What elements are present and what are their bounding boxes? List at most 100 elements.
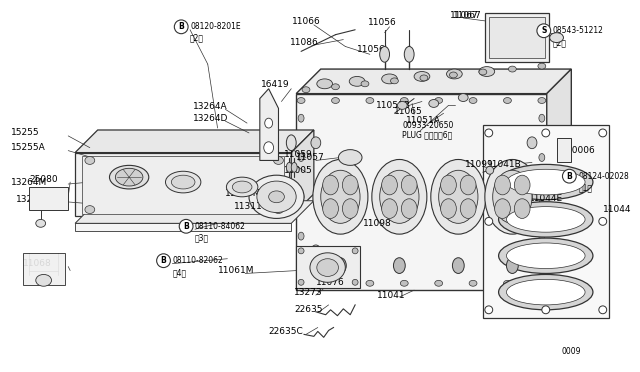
Text: 08120-8201E: 08120-8201E bbox=[190, 22, 241, 31]
Ellipse shape bbox=[599, 129, 607, 137]
Text: 11059: 11059 bbox=[284, 150, 313, 159]
Circle shape bbox=[537, 24, 550, 38]
Ellipse shape bbox=[286, 135, 296, 151]
Ellipse shape bbox=[372, 160, 427, 234]
Ellipse shape bbox=[429, 100, 438, 108]
Ellipse shape bbox=[390, 78, 398, 84]
Text: 00933-20650: 00933-20650 bbox=[403, 121, 454, 129]
Text: 11098: 11098 bbox=[363, 219, 392, 228]
Text: 08543-51212: 08543-51212 bbox=[553, 26, 604, 35]
Ellipse shape bbox=[499, 238, 593, 273]
Ellipse shape bbox=[504, 97, 511, 103]
Ellipse shape bbox=[265, 118, 273, 128]
Ellipse shape bbox=[493, 170, 532, 223]
Text: 13264D: 13264D bbox=[193, 114, 228, 123]
Ellipse shape bbox=[397, 102, 407, 109]
Polygon shape bbox=[296, 94, 547, 290]
Text: 08110-82062: 08110-82062 bbox=[172, 256, 223, 265]
Polygon shape bbox=[291, 130, 314, 217]
Text: 11044C: 11044C bbox=[529, 219, 564, 228]
Text: 08124-02028: 08124-02028 bbox=[578, 171, 629, 181]
Ellipse shape bbox=[257, 181, 296, 212]
Ellipse shape bbox=[401, 199, 417, 218]
Polygon shape bbox=[296, 246, 360, 288]
Ellipse shape bbox=[298, 248, 304, 254]
Text: 11060M: 11060M bbox=[225, 189, 262, 198]
Ellipse shape bbox=[273, 206, 284, 214]
Ellipse shape bbox=[506, 279, 585, 305]
Ellipse shape bbox=[380, 170, 419, 223]
Ellipse shape bbox=[479, 69, 487, 75]
Ellipse shape bbox=[401, 175, 417, 195]
Ellipse shape bbox=[349, 76, 365, 86]
Ellipse shape bbox=[542, 306, 550, 314]
Text: 0009: 0009 bbox=[561, 347, 581, 356]
Ellipse shape bbox=[447, 69, 462, 79]
Text: 11311: 11311 bbox=[234, 202, 263, 211]
Ellipse shape bbox=[431, 160, 486, 234]
Ellipse shape bbox=[458, 94, 468, 102]
Text: 16419: 16419 bbox=[261, 80, 289, 89]
Ellipse shape bbox=[227, 177, 258, 197]
Ellipse shape bbox=[435, 97, 443, 103]
Ellipse shape bbox=[269, 191, 284, 203]
Ellipse shape bbox=[404, 46, 414, 62]
Ellipse shape bbox=[332, 97, 339, 103]
Ellipse shape bbox=[506, 169, 585, 195]
Ellipse shape bbox=[414, 71, 430, 81]
Text: 25080: 25080 bbox=[29, 174, 58, 184]
Polygon shape bbox=[29, 187, 68, 209]
Polygon shape bbox=[296, 69, 572, 94]
Ellipse shape bbox=[485, 218, 493, 225]
Polygon shape bbox=[547, 69, 572, 290]
Ellipse shape bbox=[550, 33, 563, 42]
Ellipse shape bbox=[264, 142, 273, 154]
Text: （2）: （2） bbox=[553, 38, 566, 47]
Circle shape bbox=[174, 20, 188, 34]
Ellipse shape bbox=[321, 170, 360, 223]
Text: （3）: （3） bbox=[195, 234, 209, 243]
Ellipse shape bbox=[515, 175, 530, 195]
Ellipse shape bbox=[538, 280, 546, 286]
Text: 15255: 15255 bbox=[12, 128, 40, 137]
Text: 15255A: 15255A bbox=[12, 143, 46, 152]
Ellipse shape bbox=[438, 170, 478, 223]
Text: （2）: （2） bbox=[190, 33, 204, 42]
Ellipse shape bbox=[495, 175, 510, 195]
Ellipse shape bbox=[366, 280, 374, 286]
Ellipse shape bbox=[401, 97, 408, 103]
Ellipse shape bbox=[311, 137, 321, 149]
Polygon shape bbox=[23, 253, 65, 285]
Ellipse shape bbox=[317, 79, 333, 89]
Ellipse shape bbox=[506, 243, 585, 269]
Ellipse shape bbox=[380, 46, 390, 62]
Text: 11065: 11065 bbox=[394, 107, 422, 116]
Ellipse shape bbox=[352, 248, 358, 254]
Text: （1）: （1） bbox=[578, 183, 592, 192]
Ellipse shape bbox=[366, 97, 374, 103]
Ellipse shape bbox=[499, 202, 593, 237]
Text: 11066: 11066 bbox=[292, 17, 321, 26]
Ellipse shape bbox=[539, 154, 545, 161]
Ellipse shape bbox=[342, 199, 358, 218]
Text: 11044D: 11044D bbox=[529, 183, 564, 192]
Ellipse shape bbox=[342, 175, 358, 195]
Ellipse shape bbox=[352, 279, 358, 285]
Ellipse shape bbox=[311, 245, 321, 257]
Ellipse shape bbox=[36, 219, 45, 227]
Circle shape bbox=[157, 254, 170, 267]
Text: B: B bbox=[183, 222, 189, 231]
Circle shape bbox=[179, 219, 193, 233]
Ellipse shape bbox=[486, 166, 493, 174]
Ellipse shape bbox=[469, 97, 477, 103]
Ellipse shape bbox=[166, 171, 201, 193]
Text: 11068: 11068 bbox=[23, 259, 52, 268]
Text: 08110-84062: 08110-84062 bbox=[195, 222, 246, 231]
Polygon shape bbox=[75, 153, 291, 217]
Ellipse shape bbox=[332, 84, 339, 90]
Ellipse shape bbox=[323, 199, 339, 218]
Ellipse shape bbox=[527, 245, 537, 257]
Ellipse shape bbox=[332, 280, 339, 286]
Text: 13270: 13270 bbox=[16, 195, 45, 204]
Ellipse shape bbox=[273, 157, 284, 164]
